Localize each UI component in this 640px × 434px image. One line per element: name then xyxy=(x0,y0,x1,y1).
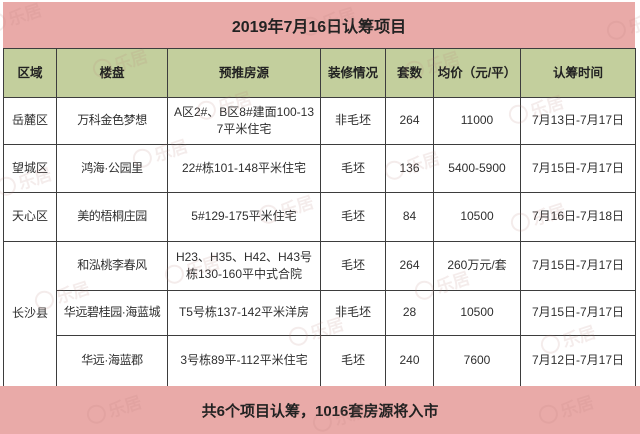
cell-units: 264 xyxy=(385,241,434,291)
cell-period: 7月15日-7月17日 xyxy=(520,241,636,291)
cell-housing: 5#129-175平米住宅 xyxy=(167,192,321,242)
cell-project: 和泓桃李春风 xyxy=(56,241,168,291)
col-header-price: 均价（元/平） xyxy=(433,48,521,98)
cell-region: 望城区 xyxy=(3,144,57,193)
cell-decoration: 非毛坯 xyxy=(320,97,386,145)
table-row: 华远·海蓝郡 3号栋89平-112平米住宅 毛坯 240 7600 7月12日-… xyxy=(4,335,636,387)
col-header-units: 套数 xyxy=(385,48,434,98)
cell-housing: 3号栋89平-112平米住宅 xyxy=(167,335,321,387)
cell-units: 28 xyxy=(385,290,434,336)
table-row: 长沙县 和泓桃李春风 H23、H35、H42、H43号栋130-160平中式合院… xyxy=(3,241,636,387)
page-title-text: 2019年7月16日认筹项目 xyxy=(231,19,407,36)
cell-region-merged: 长沙县 xyxy=(3,241,57,387)
cell-project: 鸿海·公园里 xyxy=(56,144,168,193)
col-header-period: 认筹时间 xyxy=(520,48,636,98)
page-title: 2019年7月16日认筹项目 xyxy=(3,2,635,48)
cell-price: 11000 xyxy=(433,97,521,145)
cell-price: 7600 xyxy=(433,335,521,387)
cell-units: 240 xyxy=(385,335,434,387)
cell-decoration: 毛坯 xyxy=(320,241,386,291)
cell-project: 华远碧桂园·海蓝城 xyxy=(56,290,168,336)
col-header-housing: 预推房源 xyxy=(167,48,321,98)
col-header-project: 楼盘 xyxy=(56,48,168,98)
cell-price: 5400-5900 xyxy=(433,144,521,193)
cell-region: 岳麓区 xyxy=(3,97,57,145)
cell-housing: T5号栋137-142平米洋房 xyxy=(167,290,321,336)
header-row: 区域 楼盘 预推房源 装修情况 套数 均价（元/平） 认筹时间 xyxy=(3,48,636,98)
table-row: 天心区 美的梧桐庄园 5#129-175平米住宅 毛坯 84 10500 7月1… xyxy=(3,192,636,242)
summary-text: 共6个项目认筹，1016套房源将入市 xyxy=(201,402,439,420)
cell-period: 7月13日-7月17日 xyxy=(520,97,636,145)
cell-project: 华远·海蓝郡 xyxy=(56,335,168,387)
cell-decoration: 毛坯 xyxy=(320,144,386,193)
cell-period: 7月15日-7月17日 xyxy=(520,290,636,336)
summary-bar: 共6个项目认筹，1016套房源将入市 xyxy=(0,386,640,434)
cell-price: 10500 xyxy=(433,192,521,242)
cell-units: 264 xyxy=(385,97,434,145)
cell-region: 天心区 xyxy=(3,192,57,242)
cell-housing: 22#栋101-148平米住宅 xyxy=(167,144,321,193)
projects-table: 区域 楼盘 预推房源 装修情况 套数 均价（元/平） 认筹时间 岳麓区 万科金色… xyxy=(3,48,636,387)
cell-decoration: 毛坯 xyxy=(320,192,386,242)
cell-decoration: 非毛坯 xyxy=(320,290,386,336)
table-row: 华远碧桂园·海蓝城 T5号栋137-142平米洋房 非毛坯 28 10500 7… xyxy=(4,290,636,336)
cell-price: 260万元/套 xyxy=(433,241,521,291)
col-header-region: 区域 xyxy=(3,48,57,98)
cell-units: 136 xyxy=(385,144,434,193)
table-row: 望城区 鸿海·公园里 22#栋101-148平米住宅 毛坯 136 5400-5… xyxy=(3,144,636,193)
cell-period: 7月12日-7月17日 xyxy=(520,335,636,387)
cell-price: 10500 xyxy=(433,290,521,336)
cell-housing: A区2#、B区8#建面100-137平米住宅 xyxy=(167,97,321,145)
col-header-decoration: 装修情况 xyxy=(320,48,386,98)
cell-project: 美的梧桐庄园 xyxy=(56,192,168,242)
table-row: 岳麓区 万科金色梦想 A区2#、B区8#建面100-137平米住宅 非毛坯 26… xyxy=(3,97,636,145)
cell-units: 84 xyxy=(385,192,434,242)
cell-period: 7月16日-7月18日 xyxy=(520,192,636,242)
cell-decoration: 毛坯 xyxy=(320,335,386,387)
cell-period: 7月15日-7月17日 xyxy=(520,144,636,193)
cell-project: 万科金色梦想 xyxy=(56,97,168,145)
cell-housing: H23、H35、H42、H43号栋130-160平中式合院 xyxy=(167,241,321,291)
